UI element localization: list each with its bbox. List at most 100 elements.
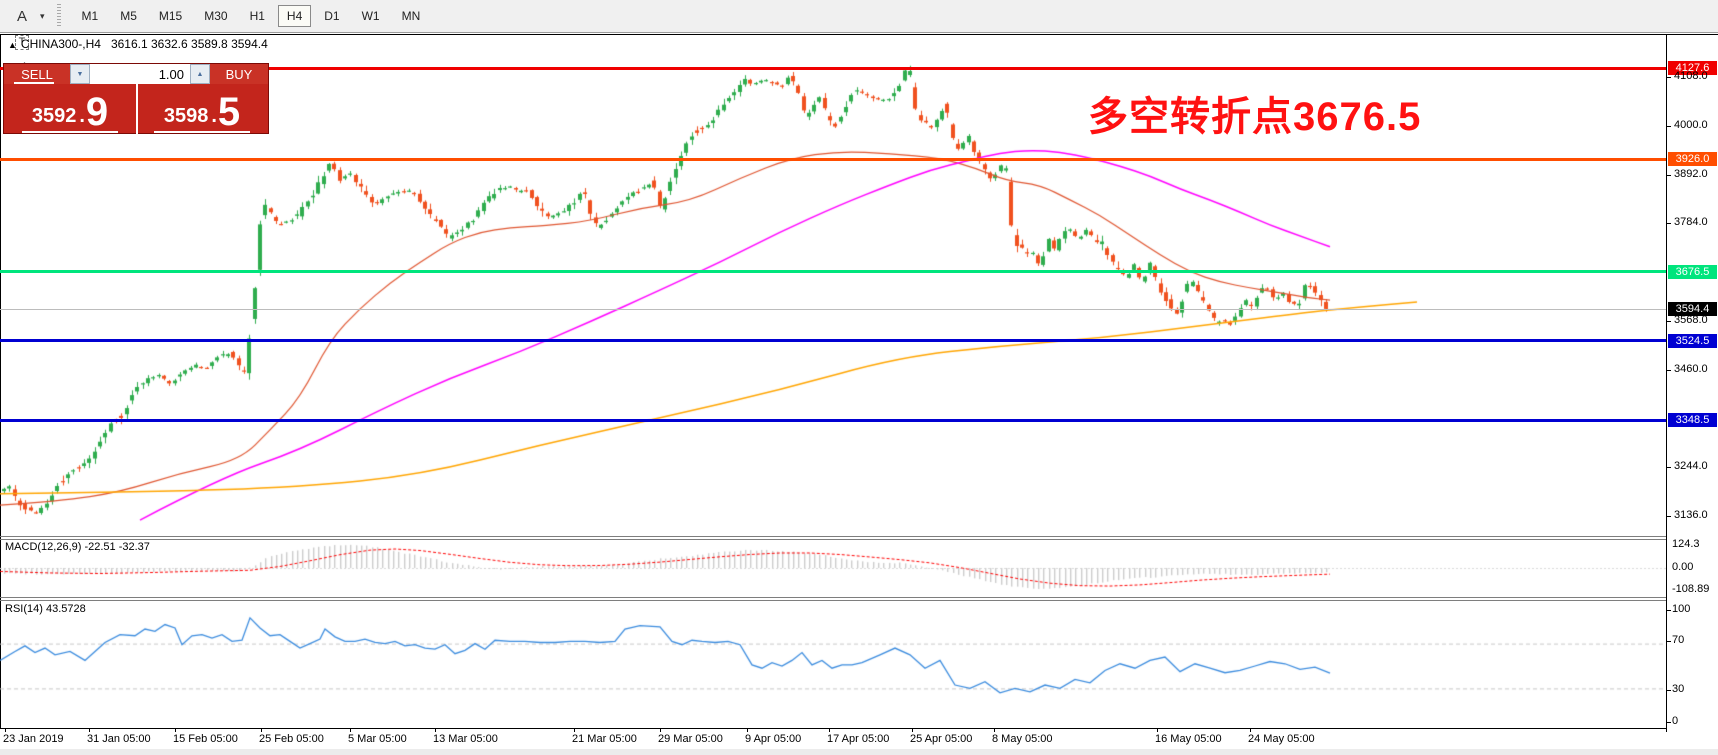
price-badge-3524.5: 3524.5 (1668, 334, 1717, 348)
one-click-trading-panel: SELL ▼ 1.00 ▲ BUY 3592 . 9 3598 . 5 (3, 63, 269, 135)
price-level-line-4127.6[interactable] (0, 66, 1666, 70)
timeframe-button-m1[interactable]: M1 (81, 9, 99, 23)
turning-point-annotation[interactable]: 多空转折点3676.5 (1088, 95, 1422, 139)
time-tick (435, 728, 436, 732)
time-tick (747, 728, 748, 732)
rsi-tick (1666, 610, 1671, 611)
text-tool-icon[interactable]: A (16, 7, 27, 25)
price-level-line-3594.4[interactable] (0, 308, 1666, 310)
price-badge-3676.5: 3676.5 (1668, 265, 1717, 279)
macd-axis-label: 0.00 (1672, 561, 1694, 573)
toolbar-separator (56, 4, 61, 28)
rsi-axis-label: 0 (1672, 715, 1679, 727)
time-tick (5, 728, 6, 732)
time-tick (994, 728, 995, 732)
price-badge-3926.0: 3926.0 (1668, 152, 1717, 166)
price-level-line-3524.5[interactable] (0, 339, 1666, 342)
price-tick-label: 3784.0 (1674, 216, 1708, 228)
sell-price-int: 3592 (31, 105, 77, 127)
buy-price-int: 3598 (163, 105, 209, 127)
price-tick (1666, 175, 1671, 176)
buy-label: BUY (225, 66, 253, 82)
time-axis-label: 31 Jan 05:00 (87, 733, 151, 745)
sell-label: SELL (21, 66, 53, 82)
price-tick (1666, 77, 1671, 78)
time-axis-label: 15 Feb 05:00 (173, 733, 238, 745)
sell-price[interactable]: 3592 . 9 (4, 84, 136, 135)
volume-increase-button[interactable]: ▲ (190, 64, 210, 84)
price-tick (1666, 516, 1671, 517)
volume-input[interactable]: 1.00 (90, 64, 190, 84)
buy-price[interactable]: 3598 . 5 (136, 84, 268, 135)
time-axis-label: 17 Apr 05:00 (827, 733, 890, 745)
price-badge-3348.5: 3348.5 (1668, 413, 1717, 427)
timeframe-button-m15[interactable]: M15 (158, 9, 183, 23)
price-level-line-3348.5[interactable] (0, 418, 1666, 422)
timeframe-button-m5[interactable]: M5 (120, 9, 137, 23)
timeframe-button-h4[interactable]: H4 (277, 5, 312, 27)
volume-decrease-button[interactable]: ▼ (70, 64, 90, 84)
rsi-tick (1666, 641, 1671, 642)
pane-separator[interactable] (0, 536, 1666, 537)
price-level-line-3926.0[interactable] (0, 157, 1666, 161)
time-tick (912, 728, 913, 732)
price-axis-line (1666, 34, 1667, 732)
candlestick-chart-canvas[interactable] (0, 52, 1666, 536)
price-tick-label: 3892.0 (1674, 168, 1708, 180)
pane-separator[interactable] (0, 597, 1666, 598)
buy-button[interactable]: BUY (210, 64, 268, 84)
price-badge-3594.4: 3594.4 (1668, 302, 1717, 316)
time-tick (574, 728, 575, 732)
rsi-tick (1666, 690, 1671, 691)
grid-icon[interactable]: F (8, 0, 36, 3)
time-axis-line (0, 728, 1666, 729)
timeframe-button-mn[interactable]: MN (401, 9, 421, 23)
time-tick (660, 728, 661, 732)
macd-label: MACD(12,26,9) -22.51 -32.37 (5, 541, 150, 553)
time-axis-label: 5 Mar 05:00 (348, 733, 407, 745)
timeframe-button-d1[interactable]: D1 (324, 9, 340, 23)
chevron-down-icon[interactable]: ▾ (40, 10, 45, 21)
window-bottom-strip (0, 749, 1718, 755)
buy-price-dot: . (211, 105, 217, 127)
price-tick-label: 4108.0 (1674, 70, 1708, 82)
price-level-line-3676.5[interactable] (0, 270, 1666, 274)
time-axis-label: 29 Mar 05:00 (658, 733, 723, 745)
price-tick (1666, 223, 1671, 224)
price-tick (1666, 370, 1671, 371)
pane-separator[interactable] (0, 600, 1666, 601)
time-tick (1250, 728, 1251, 732)
timeframe-button-w1[interactable]: W1 (361, 9, 380, 23)
price-tick (1666, 467, 1671, 468)
pane-separator[interactable] (0, 539, 1666, 540)
rsi-canvas[interactable] (0, 601, 1666, 728)
macd-canvas[interactable] (0, 540, 1666, 597)
time-axis-label: 13 Mar 05:00 (433, 733, 498, 745)
timeframe-buttons: M1 M5 M15 M30 H1 H4 D1 W1 MN (71, 5, 432, 27)
rsi-axis-label: 100 (1672, 603, 1691, 615)
time-tick (89, 728, 90, 732)
price-tick (1666, 126, 1671, 127)
time-axis-label: 8 May 05:00 (992, 733, 1053, 745)
time-axis-label: 24 May 05:00 (1248, 733, 1315, 745)
sell-underline (14, 82, 54, 84)
collapse-icon[interactable]: ▲ (8, 40, 17, 50)
time-axis-label: 23 Jan 2019 (3, 733, 64, 745)
window-frame-top (0, 34, 1718, 35)
label-tool-icon[interactable]: T (8, 29, 36, 55)
rsi-tick (1666, 722, 1671, 723)
ohlc-values: 3616.1 3632.6 3589.8 3594.4 (110, 37, 268, 51)
time-tick (1157, 728, 1158, 732)
sell-button[interactable]: SELL (4, 64, 70, 84)
sell-price-underline (22, 131, 118, 133)
time-axis-label: 9 Apr 05:00 (745, 733, 802, 745)
price-tick-label: 3244.0 (1674, 460, 1708, 472)
time-tick (175, 728, 176, 732)
time-axis-label: 21 Mar 05:00 (572, 733, 637, 745)
timeframe-button-h1[interactable]: H1 (249, 9, 265, 23)
timeframe-button-m30[interactable]: M30 (204, 9, 228, 23)
macd-axis-label: 124.3 (1672, 538, 1700, 550)
buy-price-fraction: 5 (217, 90, 241, 134)
sell-price-dot: . (79, 105, 85, 127)
